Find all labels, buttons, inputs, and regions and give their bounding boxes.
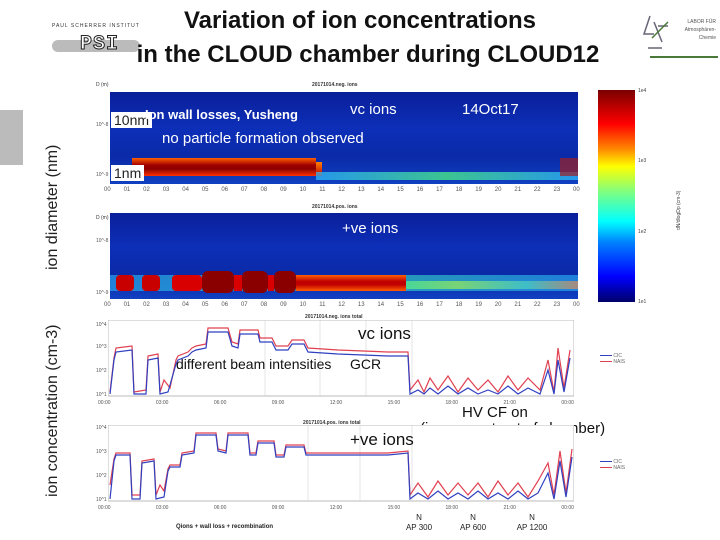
ap-1200: N AP 1200 [516, 513, 548, 532]
line-neg-ytick-4: 10^4 [96, 322, 107, 328]
psi-logo-bar [52, 40, 140, 52]
annotation-pos-ions-2: +ve ions [350, 430, 414, 449]
psi-caption: PAUL SCHERRER INSTITUT [52, 23, 140, 29]
line-pos-title: 20171014.pos. ions total [303, 420, 361, 426]
line-pos-ytick-4: 10^4 [96, 425, 107, 431]
annotation-no-particles: no particle formation observed [162, 130, 364, 147]
psi-logo: PSI [79, 33, 120, 57]
line-pos-xticks: 00:00 03:00 06:00 09:00 12:00 15:00 18:00 21:00… [98, 505, 574, 511]
ap-300: N AP 300 [405, 513, 433, 532]
annotation-wall-losses: Ion wall losses, Yusheng [145, 107, 298, 122]
annotation-neg-ions: vc ions [350, 101, 397, 118]
line-pos-ytick-2: 10^2 [96, 473, 107, 479]
line-chart-pos-ions [108, 425, 574, 502]
heatmap-neg-ylabel: D (m) [96, 82, 109, 88]
heatmap-neg-ytick-1e-9: 10^-9 [96, 172, 109, 178]
label-1nm: 1nm [111, 165, 145, 183]
side-gray-box [0, 110, 23, 165]
annotation-date: 14Oct17 [462, 101, 519, 118]
line-neg-ytick-2: 10^2 [96, 368, 107, 374]
label-10nm: 10nm [111, 112, 153, 130]
annotation-hv-on: HV CF on [462, 404, 528, 421]
title-line-1: Variation of ion concentrations [183, 7, 537, 34]
colorbar-tick-1e4: 1e4 [638, 88, 647, 94]
caption-qions: Qions + wall loss + recombination [176, 524, 274, 530]
heatmap-pos-ytick-1e-9: 10^-9 [96, 290, 109, 296]
annotation-beam: different beam intensities [176, 356, 332, 372]
legend-neg: CIC NAIS [600, 353, 625, 365]
line-chart-neg-ions [108, 320, 574, 397]
heatmap-neg-ytick-1e-8: 10^-8 [96, 122, 109, 128]
line-neg-ytick-1: 10^1 [96, 392, 107, 398]
line-neg-ytick-3: 10^3 [96, 344, 107, 350]
colorbar-tick-1e2: 1e2 [638, 229, 647, 235]
line-neg-xticks: 00:00 03:00 06:00 09:00 12:00 15:00 18:00 21:00… [98, 400, 574, 406]
annotation-neg-ions-2: vc ions [358, 324, 411, 343]
ylabel-diameter: ion diameter (nm) [44, 144, 61, 270]
ap-600: N AP 600 [459, 513, 487, 532]
heatmap-neg-title: 20171014.neg. ions [312, 82, 358, 88]
lapp-logo-icon [642, 15, 669, 49]
heatmap-neg-ions [110, 92, 578, 184]
annotation-gcr: GCR [350, 356, 382, 372]
colorbar-label: dN/dlogDp (cm-3) [676, 190, 682, 230]
heatmap-pos-xticks: 00 01 02 03 04 05 06 07 08 09 10 11 12 13 14 15 16 17 18 19… [104, 302, 580, 308]
heatmap-pos-title: 20171014.pos. ions [312, 204, 358, 210]
title-line-2: in the CLOUD chamber during CLOUD12 [136, 41, 600, 68]
heatmap-neg-xticks: 00 01 02 03 04 05 06 07 08 09 10 11 12 13 14 15 16 17 18 19… [104, 187, 580, 193]
line-neg-title: 20171014.neg. ions total [305, 314, 363, 320]
legend-pos: CIC NAIS [600, 459, 625, 471]
ylabel-concentration: ion concentration (cm-3) [44, 324, 61, 497]
heatmap-pos-ytick-1e-8: 10^-8 [96, 238, 109, 244]
lapp-caption: LABOR FÜR Atmosphären­Chemie [684, 19, 716, 41]
heatmap-pos-ylabel: D (m) [96, 215, 109, 221]
colorbar-tick-1e3: 1e3 [638, 158, 647, 164]
colorbar-tick-1e1: 1e1 [638, 299, 647, 305]
heatmap-pos-ions [110, 213, 578, 299]
line-pos-ytick-1: 10^1 [96, 497, 107, 503]
colorbar [598, 90, 635, 302]
annotation-pos-ions: +ve ions [342, 220, 399, 237]
line-pos-ytick-3: 10^3 [96, 449, 107, 455]
lapp-underline [650, 56, 718, 58]
